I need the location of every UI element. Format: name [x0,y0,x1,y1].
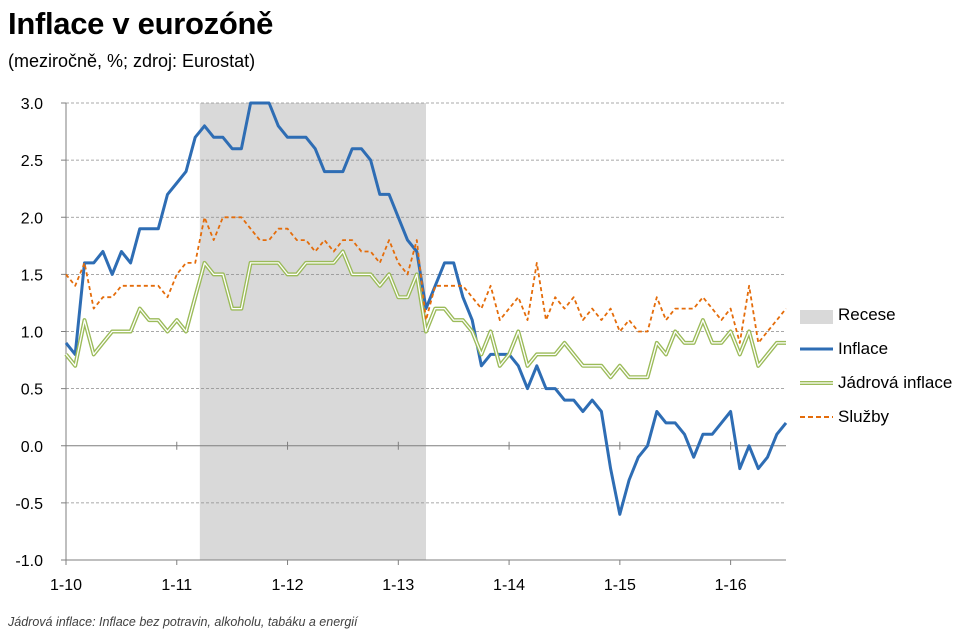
tick-labels: 3.0 2.5 2.0 1.5 1.0 0.5 0.0 -0.5 -1.0 1-10 1-11 1-1… [15,96,746,594]
core-inflation-swatch [800,381,833,385]
series-line-j-drov-inflace-inner [65,250,786,378]
gridlines [66,102,786,561]
x-tick-label: 1-11 [161,577,192,594]
x-tick-label: 1-12 [272,577,304,594]
x-tick-label: 1-14 [493,577,525,594]
y-tick-label: -0.5 [15,496,43,513]
chart-legend: Recese Inflace Jádrová inflace Služby [800,298,952,434]
chart-title: Inflace v eurozóně [8,6,274,41]
x-tick-label: 1-13 [382,577,414,594]
y-tick-label: 1.5 [21,267,43,284]
legend-label-services: Služby [838,407,890,426]
y-tick-label: 3.0 [21,96,43,113]
y-tick-label: 0.5 [21,382,43,399]
x-tick-label: 1-10 [50,577,82,594]
legend-label-core-inflation: Jádrová inflace [838,373,953,392]
x-tick-label: 1-15 [604,577,636,594]
legend-item-core-inflation: Jádrová inflace [800,366,952,400]
series-line-inflace [64,101,788,516]
y-tick-label: 1.0 [21,325,43,342]
legend-item-recession: Recese [800,298,952,332]
footnote: Jádrová inflace: Inflace bez potravin, a… [8,615,358,629]
services-swatch [800,416,833,418]
x-tick-label: 1-16 [715,577,747,594]
legend-item-services: Služby [800,400,952,434]
inflation-swatch [800,347,833,351]
y-tick-label: -1.0 [15,553,43,570]
chart-subtitle: (meziročně, %; zdroj: Eurostat) [8,51,256,71]
y-tick-label: 2.0 [21,210,43,227]
series-lines [64,101,788,516]
recession-swatch [800,309,833,324]
legend-item-inflation: Inflace [800,332,952,366]
y-tick-label: 2.5 [21,153,43,170]
legend-label-recession: Recese [838,305,896,324]
legend-label-inflation: Inflace [838,339,889,358]
y-tick-label: 0.0 [21,439,43,456]
axes [61,102,786,565]
